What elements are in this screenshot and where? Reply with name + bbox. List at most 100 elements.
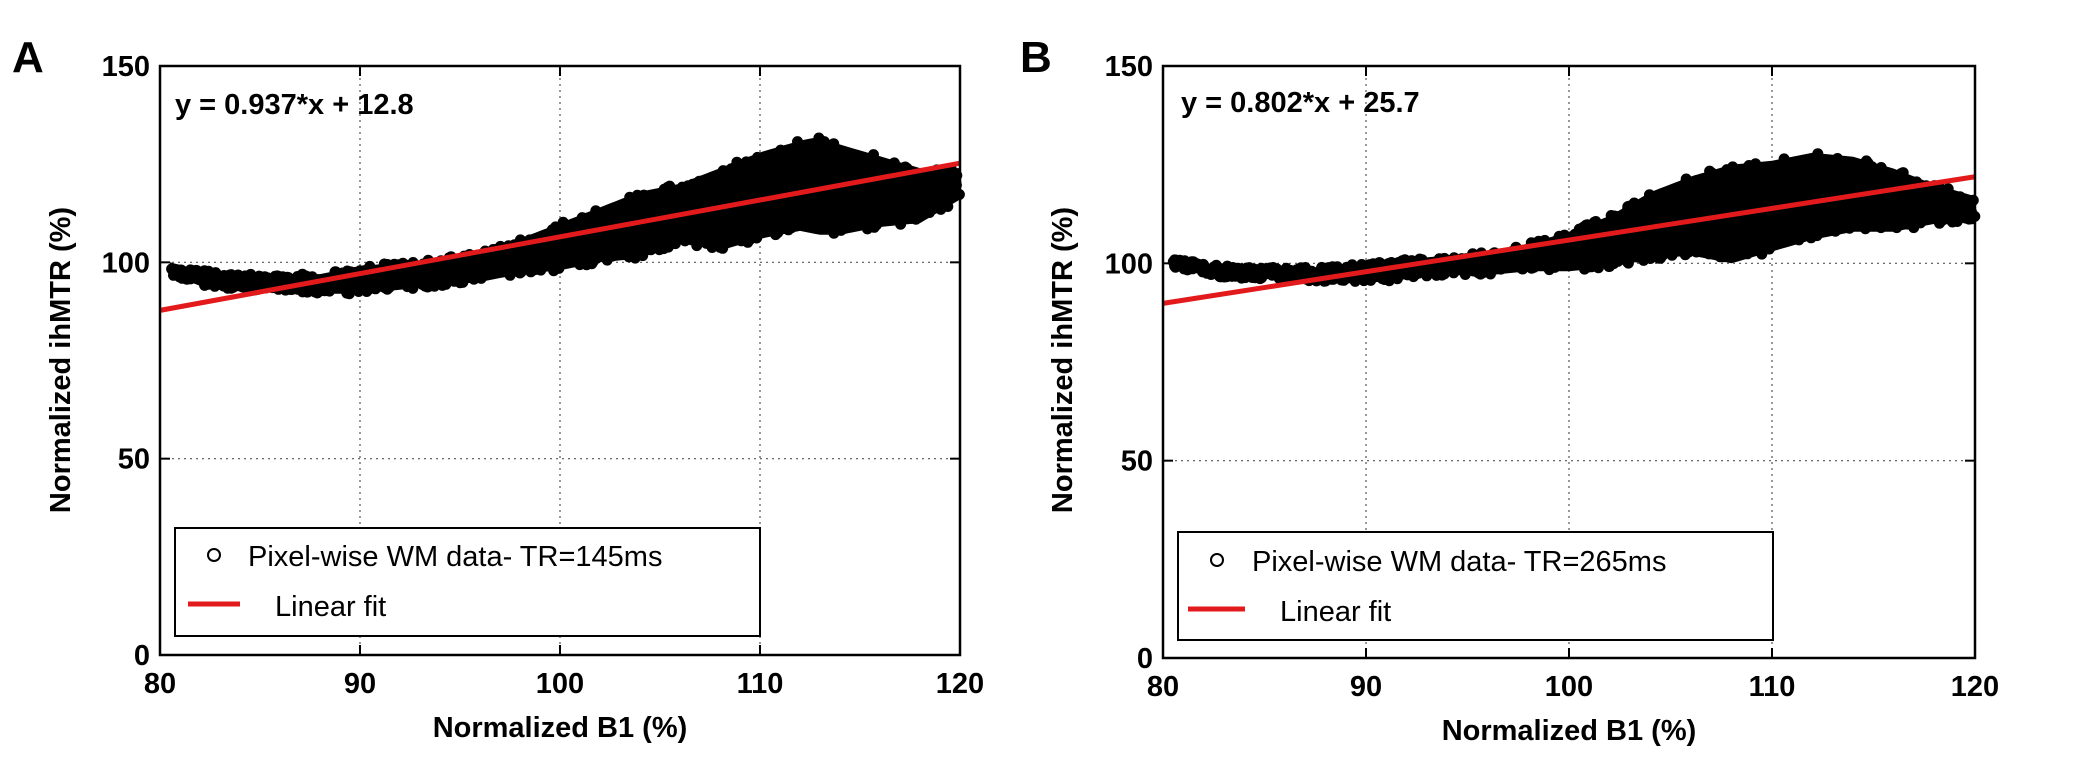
scatter-point xyxy=(1945,195,1957,207)
scatter-point xyxy=(799,172,811,184)
scatter-point xyxy=(1647,193,1659,205)
scatter-point xyxy=(1816,188,1828,200)
scatter-point xyxy=(1243,262,1255,274)
x-axis-label: Normalized B1 (%) xyxy=(1442,715,1697,747)
scatter-point xyxy=(1743,160,1755,171)
scatter-points xyxy=(1167,148,1981,287)
scatter-point xyxy=(1791,172,1803,184)
scatter-point xyxy=(1856,216,1868,227)
scatter-point xyxy=(1569,245,1581,257)
scatter-point xyxy=(1725,237,1737,249)
scatter-point xyxy=(1592,250,1604,262)
legend: Pixel-wise WM data- TR=145ms Linear fit xyxy=(174,527,761,637)
scatter-point xyxy=(1830,170,1842,182)
scatter-point xyxy=(1393,268,1405,280)
scatter-point xyxy=(342,279,354,291)
scatter-point xyxy=(765,176,777,188)
scatter-point xyxy=(1932,193,1944,205)
scatter-point xyxy=(1661,203,1673,215)
scatter-point xyxy=(581,259,593,271)
scatter-point xyxy=(752,151,763,163)
grid-lines xyxy=(160,66,960,655)
scatter-point xyxy=(687,178,699,190)
scatter-point xyxy=(209,280,221,292)
scatter-point xyxy=(624,237,636,248)
scatter-point xyxy=(1804,180,1816,192)
scatter-point xyxy=(862,211,874,223)
x-tick-label: 90 xyxy=(1350,671,1382,703)
scatter-point xyxy=(782,224,794,236)
panel-a: A 80 90 100 110 120 0 50 100 150 y = 0.937*x + 1… xyxy=(12,33,984,744)
scatter-point xyxy=(698,184,710,196)
scatter-point xyxy=(610,246,622,258)
scatter-point xyxy=(868,149,879,161)
scatter-point xyxy=(1459,269,1471,280)
scatter-point xyxy=(913,190,925,202)
scatter-point xyxy=(598,234,610,246)
scatter-point xyxy=(255,279,267,291)
y-tick-label: 50 xyxy=(118,444,150,476)
scatter-point xyxy=(679,196,691,208)
scatter-point xyxy=(850,150,862,162)
scatter-point xyxy=(571,249,583,261)
scatter-point xyxy=(1719,191,1731,202)
axis-ticks: 80 90 100 110 120 0 50 100 150 xyxy=(102,51,985,700)
scatter-point xyxy=(408,277,420,289)
scatter-point xyxy=(779,211,791,223)
scatter-point xyxy=(779,160,791,172)
scatter-point xyxy=(751,182,763,193)
fit-line xyxy=(159,160,961,313)
scatter-point xyxy=(679,235,691,247)
scatter-point xyxy=(1169,259,1181,270)
scatter-point xyxy=(1908,222,1920,234)
scatter-point xyxy=(744,233,756,245)
scatter-point xyxy=(1727,161,1739,173)
scatter-point xyxy=(1224,268,1236,280)
legend-box xyxy=(1177,531,1774,641)
scatter-point xyxy=(937,172,949,184)
scatter-point xyxy=(631,205,643,217)
scatter-point xyxy=(770,229,782,241)
scatter-point xyxy=(1778,153,1790,165)
scatter-point xyxy=(1653,252,1665,264)
scatter-point xyxy=(1717,251,1729,263)
fit-line xyxy=(1162,174,1976,306)
scatter-point xyxy=(493,263,505,275)
scatter-point xyxy=(1750,168,1762,180)
scatter-point xyxy=(872,165,884,177)
scatter-point xyxy=(726,179,737,191)
scatter-point xyxy=(924,207,935,218)
y-axis-label: Normalized ihMTR (%) xyxy=(1047,207,1079,513)
scatter-point xyxy=(1741,184,1753,196)
scatter-point xyxy=(694,223,706,235)
scatter-point xyxy=(269,270,281,282)
scatter-point xyxy=(439,267,451,279)
scatter-point xyxy=(1706,167,1718,179)
y-tick-label: 0 xyxy=(1137,643,1153,675)
x-tick-label: 120 xyxy=(936,668,984,700)
equation-label: y = 0.937*x + 12.8 xyxy=(175,89,414,121)
scatter-point xyxy=(1882,192,1894,203)
scatter-point xyxy=(1766,214,1778,226)
scatter-point xyxy=(1664,239,1676,251)
scatter-point xyxy=(1734,178,1746,190)
x-tick-label: 80 xyxy=(1147,671,1179,703)
scatter-point xyxy=(738,209,750,220)
scatter-point xyxy=(518,257,530,269)
scatter-point xyxy=(1873,198,1885,210)
scatter-point xyxy=(1713,221,1724,233)
scatter-points xyxy=(166,132,965,300)
scatter-point xyxy=(818,136,830,148)
scatter-point xyxy=(1213,270,1225,282)
scatter-point xyxy=(896,214,907,226)
scatter-point xyxy=(806,153,818,165)
scatter-point xyxy=(582,241,594,252)
scatter-point xyxy=(738,158,750,170)
legend-entry-scatter: Pixel-wise WM data- TR=265ms xyxy=(1252,546,1666,578)
scatter-point xyxy=(658,183,670,195)
scatter-point xyxy=(591,252,602,264)
scatter-point xyxy=(1967,194,1979,206)
scatter-point xyxy=(224,275,236,287)
y-tick-label: 150 xyxy=(102,51,150,83)
scatter-point xyxy=(828,169,840,181)
